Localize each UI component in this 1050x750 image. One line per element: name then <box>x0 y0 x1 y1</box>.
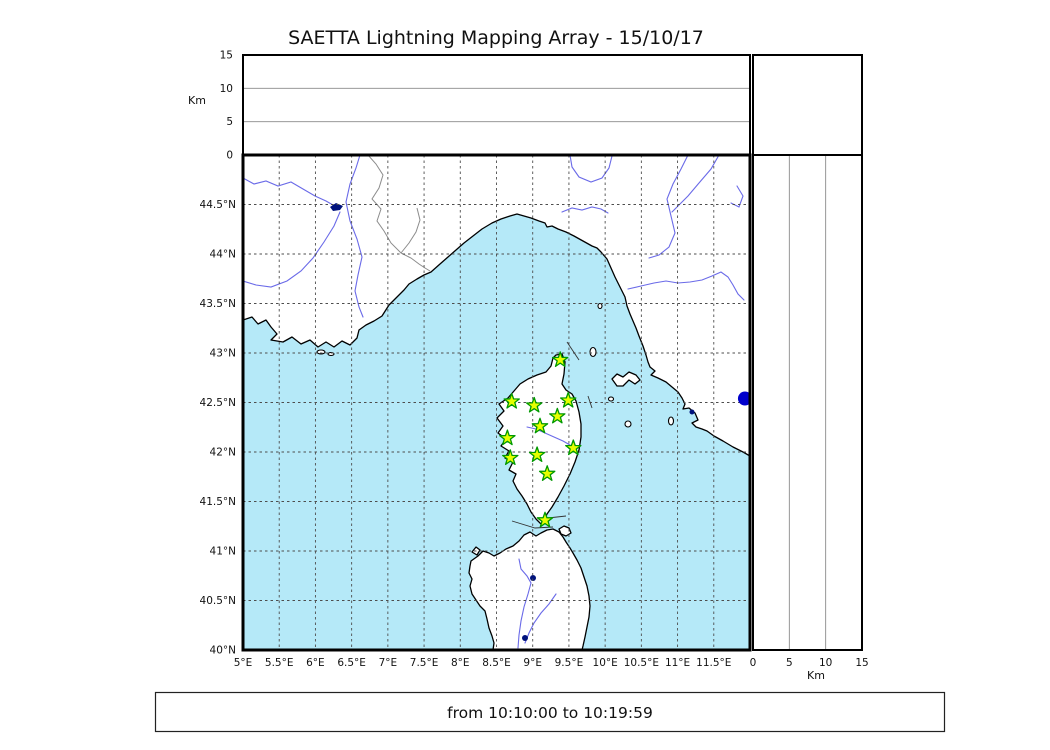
lon-tick-label: 7.5°E <box>410 657 439 669</box>
lon-tick-label: 8°E <box>451 657 470 669</box>
river <box>648 155 689 259</box>
island-gorgona <box>597 302 603 310</box>
island-giglio <box>667 416 675 426</box>
figure-title: SAETTA Lightning Mapping Array - 15/10/1… <box>288 27 704 49</box>
coast-detail-line <box>566 341 580 361</box>
lon-tick-label: 11°E <box>665 657 690 669</box>
altitude-latitude-panel-frame <box>752 154 863 651</box>
coast-detail-line <box>511 520 554 529</box>
river <box>561 206 609 214</box>
lat-tick-label: 40.5°N <box>200 595 236 607</box>
lat-tick-label: 44°N <box>210 249 236 261</box>
lma-station-marker <box>502 449 519 466</box>
island-montecristo <box>624 420 632 428</box>
lon-tick-label: 6°E <box>306 657 325 669</box>
lma-station-marker <box>528 446 546 463</box>
top-axis-tick-label: 5 <box>226 116 233 128</box>
landmass-elba <box>611 371 641 387</box>
lat-tick-label: 42°N <box>210 447 236 459</box>
lma-station-marker <box>503 392 520 409</box>
lon-tick-label: 5.5°E <box>265 657 294 669</box>
altitude-longitude-panel <box>244 87 749 123</box>
landmass-maddalena <box>558 525 572 537</box>
lat-tick-label: 41.5°N <box>200 496 236 508</box>
footer-box <box>154 691 946 733</box>
island-capraia <box>589 346 597 358</box>
right-axis-tick-label: 10 <box>819 657 832 669</box>
lma-station-marker <box>499 429 516 446</box>
river <box>517 558 532 649</box>
country-border-line <box>400 207 421 254</box>
landmass-corsica <box>496 353 582 525</box>
lat-tick-label: 40°N <box>210 645 236 657</box>
lon-tick-label: 10°E <box>593 657 618 669</box>
top-panel-ylabel: Km <box>188 94 206 107</box>
map-panel <box>243 155 750 650</box>
lma-station-marker <box>559 391 577 408</box>
coast-detail-line <box>587 395 593 409</box>
river <box>524 593 557 644</box>
lon-tick-label: 9.5°E <box>555 657 584 669</box>
top-axis-tick-label: 0 <box>226 150 233 162</box>
time-window-text: from 10:10:00 to 10:19:59 <box>447 704 653 722</box>
lat-tick-label: 42.5°N <box>200 397 236 409</box>
lon-tick-label: 5°E <box>234 657 253 669</box>
lma-station-marker <box>536 511 554 528</box>
river <box>243 177 334 206</box>
detection-dot <box>737 391 750 406</box>
lma-station-marker <box>565 439 582 456</box>
river <box>243 211 341 288</box>
right-axis-tick-label: 15 <box>855 657 868 669</box>
lake <box>530 575 536 581</box>
top-axis-tick-label: 10 <box>220 83 233 95</box>
lma-station-marker <box>551 351 569 368</box>
lon-tick-label: 8.5°E <box>482 657 511 669</box>
lon-tick-label: 6.5°E <box>337 657 366 669</box>
lon-tick-label: 10.5°E <box>624 657 659 669</box>
map-panel-frame <box>241 153 752 652</box>
right-axis-tick-label: 5 <box>786 657 793 669</box>
river <box>627 271 745 301</box>
lake <box>522 635 528 641</box>
lat-tick-label: 43°N <box>210 348 236 360</box>
lon-tick-label: 7°E <box>379 657 398 669</box>
island-pianosa <box>607 396 615 402</box>
altitude-latitude-panel <box>788 156 827 649</box>
lat-tick-label: 43.5°N <box>200 298 236 310</box>
axis-tick-labels: 0 5 10 15 0 5 10 15 44.5°N 44°N 43.5°N 43°N 42.5°N 42… <box>200 50 869 670</box>
right-panel-xlabel: Km <box>807 669 825 682</box>
right-axis-tick-label: 0 <box>750 657 757 669</box>
lon-tick-label: 9°E <box>523 657 542 669</box>
river <box>730 185 744 208</box>
island-hyeres-island-1 <box>316 349 326 355</box>
lon-tick-label: 11.5°E <box>696 657 731 669</box>
top-axis-tick-label: 15 <box>220 50 233 62</box>
lat-tick-label: 44.5°N <box>200 199 236 211</box>
country-border-line <box>367 155 431 272</box>
lat-tick-label: 41°N <box>210 546 236 558</box>
lma-station-marker <box>538 465 556 481</box>
lma-station-marker <box>549 407 566 424</box>
lma-station-marker <box>525 396 543 413</box>
landmass-mainland <box>243 155 750 457</box>
lake <box>330 203 343 211</box>
river <box>569 155 613 183</box>
lma-station-marker <box>531 417 549 434</box>
lake <box>689 409 695 415</box>
